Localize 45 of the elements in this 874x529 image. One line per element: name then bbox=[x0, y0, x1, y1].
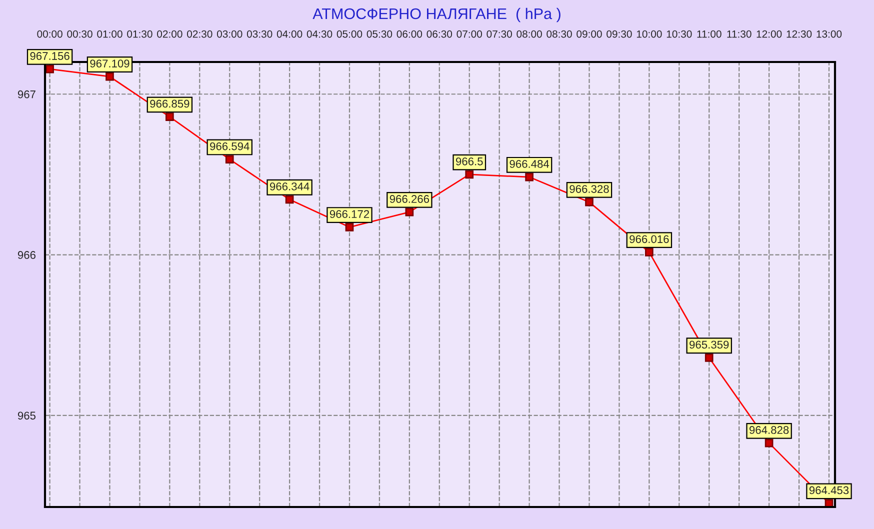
x-tick-label: 01:30 bbox=[127, 30, 152, 38]
data-label: 965.359 bbox=[690, 340, 729, 349]
x-tick-label: 01:00 bbox=[97, 30, 122, 38]
x-tick-label: 02:30 bbox=[187, 30, 212, 38]
x-tick-label: 11:00 bbox=[697, 30, 722, 38]
chart-title: АТМОСФЕРНО НАЛЯГАНЕ ( hPa ) bbox=[312, 8, 560, 22]
data-label: 966.484 bbox=[510, 160, 550, 168]
x-tick-label: 10:30 bbox=[666, 30, 692, 38]
data-label: 964.828 bbox=[750, 426, 789, 434]
x-tick-label: 13:00 bbox=[816, 30, 842, 38]
x-tick-label: 11:30 bbox=[727, 30, 752, 38]
x-tick-label: 07:30 bbox=[486, 30, 512, 38]
data-label: 966.172 bbox=[330, 210, 370, 218]
x-tick-label: 03:30 bbox=[246, 30, 272, 38]
x-tick-label: 09:30 bbox=[606, 30, 632, 38]
x-tick-label: 04:30 bbox=[306, 30, 332, 38]
data-label: 964.453 bbox=[809, 486, 849, 494]
x-tick-label: 03:00 bbox=[216, 30, 242, 38]
data-label: 966.594 bbox=[210, 142, 250, 150]
y-tick-label: 966 bbox=[18, 251, 36, 259]
x-tick-label: 04:00 bbox=[276, 30, 302, 38]
x-tick-label: 10:00 bbox=[636, 30, 662, 38]
data-label: 967.109 bbox=[90, 60, 130, 68]
data-label: 966.5 bbox=[456, 157, 483, 166]
data-label: 966.016 bbox=[630, 235, 669, 244]
x-tick-label: 12:00 bbox=[756, 30, 782, 38]
x-tick-label: 00:00 bbox=[37, 30, 62, 38]
data-label: 966.344 bbox=[270, 182, 310, 190]
data-label: 967.156 bbox=[30, 52, 70, 60]
x-tick-label: 12:30 bbox=[786, 30, 812, 38]
x-tick-label: 05:00 bbox=[336, 30, 362, 38]
y-tick-label: 965 bbox=[18, 412, 36, 420]
data-label: 966.859 bbox=[150, 100, 190, 108]
x-tick-label: 08:00 bbox=[516, 30, 542, 38]
x-tick-label: 05:30 bbox=[366, 30, 392, 38]
data-label: 966.328 bbox=[570, 185, 609, 193]
x-tick-label: 00:30 bbox=[67, 30, 92, 38]
data-label: 966.266 bbox=[390, 195, 430, 203]
x-tick-label: 06:00 bbox=[396, 30, 422, 38]
x-tick-label: 07:00 bbox=[456, 30, 482, 38]
x-tick-label: 09:00 bbox=[576, 30, 602, 38]
x-tick-label: 06:30 bbox=[426, 30, 452, 38]
x-tick-label: 08:30 bbox=[546, 30, 572, 38]
x-tick-label: 02:00 bbox=[157, 30, 182, 38]
y-tick-label: 967 bbox=[18, 90, 36, 98]
